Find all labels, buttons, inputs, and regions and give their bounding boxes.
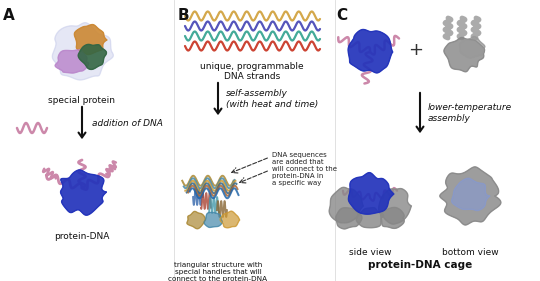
- Polygon shape: [204, 212, 222, 227]
- Text: A: A: [3, 8, 15, 23]
- Polygon shape: [187, 211, 205, 229]
- Polygon shape: [460, 37, 485, 58]
- Polygon shape: [55, 50, 89, 73]
- Polygon shape: [52, 23, 113, 80]
- Text: protein-DNA: protein-DNA: [55, 232, 110, 241]
- Text: bottom view: bottom view: [442, 248, 498, 257]
- Polygon shape: [75, 24, 107, 55]
- Text: special protein: special protein: [49, 96, 116, 105]
- Polygon shape: [440, 167, 501, 225]
- Text: addition of DNA: addition of DNA: [92, 119, 163, 128]
- Polygon shape: [381, 207, 404, 228]
- Polygon shape: [348, 30, 393, 73]
- Text: protein-DNA cage: protein-DNA cage: [368, 260, 472, 270]
- Polygon shape: [348, 173, 394, 214]
- Text: lower-temperature
assembly: lower-temperature assembly: [428, 103, 512, 123]
- Polygon shape: [220, 211, 240, 228]
- Polygon shape: [60, 170, 106, 215]
- Polygon shape: [451, 178, 490, 210]
- Polygon shape: [444, 37, 484, 72]
- Polygon shape: [78, 44, 106, 69]
- Polygon shape: [356, 208, 383, 228]
- Polygon shape: [336, 208, 362, 229]
- Text: +: +: [408, 41, 423, 59]
- Text: DNA sequences
are added that
will connect to the
protein-DNA in
a specific way: DNA sequences are added that will connec…: [272, 152, 337, 186]
- Polygon shape: [329, 187, 363, 223]
- Polygon shape: [379, 189, 411, 224]
- Text: self-assembly
(with heat and time): self-assembly (with heat and time): [226, 89, 318, 109]
- Text: unique, programmable
DNA strands: unique, programmable DNA strands: [200, 62, 304, 81]
- Text: B: B: [178, 8, 190, 23]
- Text: C: C: [336, 8, 347, 23]
- Text: side view: side view: [349, 248, 392, 257]
- Text: triangular structure with
special handles that will
connect to the protein-DNA: triangular structure with special handle…: [168, 262, 267, 281]
